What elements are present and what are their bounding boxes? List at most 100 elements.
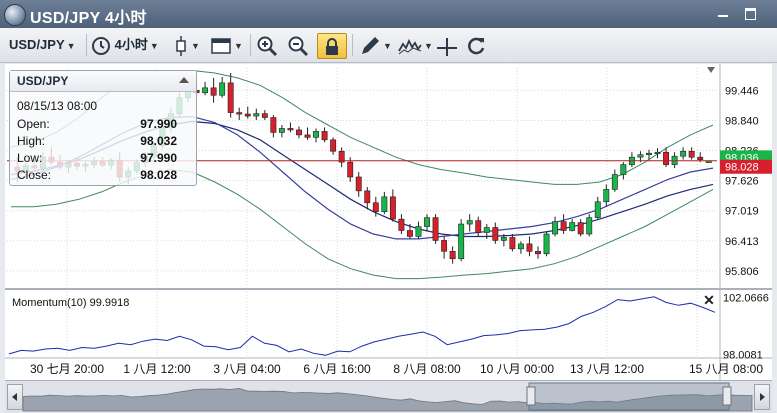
- ask-price-marker: [720, 159, 772, 174]
- candle-body: [338, 150, 345, 163]
- zoom-out-icon: [288, 36, 309, 56]
- candle-body: [526, 243, 533, 252]
- minimize-button[interactable]: [715, 6, 731, 20]
- draw-tool-dropdown[interactable]: ▼: [359, 33, 392, 57]
- crosshair-icon: [437, 37, 457, 56]
- candle-body: [637, 154, 644, 158]
- lock-button[interactable]: [317, 33, 347, 59]
- candle-body: [586, 217, 593, 235]
- candle-body: [330, 139, 337, 152]
- candle-body: [475, 220, 482, 233]
- navigator-overview[interactable]: [5, 381, 772, 413]
- candle-body: [389, 196, 396, 220]
- candle-body: [202, 87, 209, 94]
- maximize-button[interactable]: [742, 6, 758, 20]
- chevron-down-icon: ▼: [234, 41, 243, 51]
- candle-body: [227, 82, 234, 113]
- momentum-series-line: [8, 296, 716, 356]
- symbol-dropdown[interactable]: USD/JPY ▼: [9, 33, 76, 57]
- momentum-tick-label: 102.0666: [723, 292, 769, 304]
- window-layout-dropdown[interactable]: ▼: [210, 33, 243, 57]
- close-indicator-icon[interactable]: ✕: [703, 292, 715, 308]
- candle-body: [509, 237, 516, 250]
- candle-body: [364, 190, 371, 204]
- info-open-row: Open: 97.990: [17, 117, 189, 131]
- candle-body: [219, 82, 226, 96]
- chevron-down-icon: ▼: [149, 41, 159, 51]
- refresh-button[interactable]: [465, 33, 487, 57]
- toolbar-divider: [86, 34, 87, 56]
- momentum-tick-label: 98.0081: [723, 349, 763, 361]
- candle-body: [483, 227, 490, 233]
- candle-body: [424, 217, 430, 227]
- candle-body: [466, 220, 473, 225]
- candle-body: [347, 161, 354, 178]
- price-tick-label: 95.806: [725, 266, 759, 278]
- candle-body: [458, 223, 465, 260]
- candle-body: [552, 221, 559, 235]
- scroll-marker-icon: [707, 67, 715, 73]
- candle-body: [355, 176, 362, 192]
- low-label: Low:: [17, 151, 43, 165]
- open-label: Open:: [17, 117, 50, 131]
- refresh-icon: [468, 37, 485, 54]
- high-label: High:: [17, 134, 46, 148]
- price-tick-label: 98.840: [725, 116, 759, 128]
- close-label: Close:: [17, 168, 52, 182]
- navigator-left-handle: [526, 386, 536, 406]
- time-tick-label: 15 八月 08:00: [689, 362, 763, 376]
- candle-body: [663, 151, 669, 165]
- candle-body: [654, 151, 661, 155]
- time-tick-label: 13 八月 12:00: [570, 362, 644, 376]
- time-tick-label: 10 八月 00:00: [480, 362, 554, 376]
- collapse-icon[interactable]: [177, 74, 191, 87]
- title-bar: USD/JPY 4小时: [0, 0, 777, 28]
- candle-body: [603, 189, 610, 203]
- navigator-selection: [528, 382, 730, 411]
- chart-type-dropdown[interactable]: ▼: [173, 33, 200, 57]
- indicator-icon: [398, 38, 422, 54]
- scroll-left-button[interactable]: [7, 384, 23, 410]
- time-tick-label: 1 八月 12:00: [123, 362, 191, 376]
- candle-body: [535, 251, 541, 255]
- zoom-in-icon: [257, 36, 278, 56]
- candle-body: [415, 226, 422, 237]
- candle-body: [492, 227, 499, 241]
- info-datetime: 08/15/13 08:00: [17, 99, 98, 113]
- time-tick-label: 3 八月 04:00: [213, 362, 281, 376]
- info-high-row: High: 98.032: [17, 134, 189, 148]
- zoom-in-button[interactable]: [256, 33, 278, 57]
- indicators-dropdown[interactable]: ▼: [398, 33, 433, 57]
- momentum-label: Momentum(10) 99.9918: [12, 297, 130, 309]
- candle-body: [500, 237, 507, 241]
- zoom-out-button[interactable]: [287, 33, 309, 57]
- ask-price-label: 98.028: [725, 162, 759, 174]
- toolbar-divider: [352, 34, 353, 56]
- chart-canvas[interactable]: 99.44698.84098.23697.62697.01996.41395.8…: [5, 64, 772, 380]
- chevron-down-icon: ▼: [383, 41, 392, 51]
- timeframe-dropdown[interactable]: 4小时 ▼: [91, 33, 159, 57]
- candle-body: [261, 113, 268, 118]
- globe-icon: [4, 4, 26, 26]
- high-value: 98.032: [140, 134, 177, 148]
- scroll-right-button[interactable]: [754, 384, 770, 410]
- candle-body: [313, 131, 319, 138]
- clock-icon: [92, 36, 110, 55]
- time-tick-label: 30 七月 20:00: [30, 362, 104, 376]
- toolbar: USD/JPY ▼ 4小时 ▼ ▼ ▼ ▼ ▼: [0, 28, 777, 63]
- open-value: 97.990: [140, 117, 177, 131]
- time-tick-label: 6 八月 16:00: [303, 362, 371, 376]
- chevron-down-icon: ▼: [424, 41, 433, 51]
- time-navigator[interactable]: [5, 380, 772, 413]
- ohlc-info-panel: USD/JPY 08/15/13 08:00 Open: 97.990 High…: [9, 70, 197, 186]
- info-low-row: Low: 97.990: [17, 151, 189, 165]
- close-value: 98.028: [140, 168, 177, 182]
- chevron-down-icon: ▼: [66, 41, 76, 51]
- crosshair-button[interactable]: [436, 33, 458, 57]
- candlestick-icon: [176, 35, 186, 56]
- candle-body: [449, 251, 456, 260]
- time-tick-label: 8 八月 08:00: [393, 362, 461, 376]
- candle-body: [569, 222, 576, 231]
- candle-body: [517, 243, 524, 250]
- price-tick-label: 96.413: [725, 236, 759, 248]
